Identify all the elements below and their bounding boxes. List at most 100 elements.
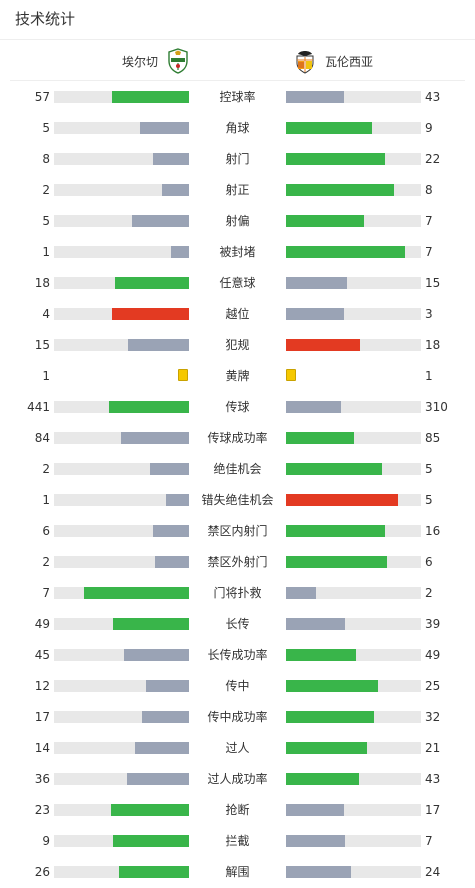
home-stat-bar-track bbox=[54, 401, 189, 413]
stat-label: 射正 bbox=[225, 183, 250, 197]
home-stat-value: 1 bbox=[42, 245, 50, 259]
away-stat-bar-track bbox=[286, 618, 421, 630]
home-stat-value: 2 bbox=[42, 555, 50, 569]
home-stat-bar-track bbox=[54, 556, 189, 568]
away-stat-bar bbox=[286, 215, 364, 227]
home-stat-bar-track bbox=[54, 618, 189, 630]
home-stat-value: 84 bbox=[34, 431, 50, 445]
stat-label: 门将扑救 bbox=[213, 586, 262, 600]
away-team[interactable]: 瓦伦西亚 bbox=[293, 41, 373, 81]
home-stat-bar bbox=[153, 525, 189, 537]
away-stat-value: 43 bbox=[425, 90, 441, 104]
home-stat-bar bbox=[153, 153, 189, 165]
home-stat-bar bbox=[150, 463, 189, 475]
home-stat-bar-track bbox=[54, 494, 189, 506]
away-stat-bar bbox=[286, 649, 356, 661]
home-stat-value: 2 bbox=[42, 462, 50, 476]
away-stat-value: 2 bbox=[425, 586, 433, 600]
away-stat-bar bbox=[286, 246, 405, 258]
home-stat-value: 26 bbox=[34, 865, 50, 879]
away-stat-value: 22 bbox=[425, 152, 441, 166]
page-title: 技术统计 bbox=[15, 10, 76, 28]
away-stat-bar bbox=[286, 680, 378, 692]
home-stat-bar-track bbox=[54, 742, 189, 754]
home-stat-bar bbox=[171, 246, 189, 258]
away-stat-bar bbox=[286, 308, 344, 320]
home-stat-bar-track bbox=[54, 835, 189, 847]
away-stat-bar-track bbox=[286, 432, 421, 444]
stat-label: 解围 bbox=[225, 865, 250, 879]
away-stat-bar-track bbox=[286, 308, 421, 320]
home-stat-bar-track bbox=[54, 277, 189, 289]
stat-label: 传中成功率 bbox=[207, 710, 268, 724]
home-stat-bar bbox=[84, 587, 189, 599]
away-stat-bar-track bbox=[286, 866, 421, 878]
home-stat-value: 5 bbox=[42, 121, 50, 135]
away-stat-bar-track bbox=[286, 91, 421, 103]
stat-label: 越位 bbox=[225, 307, 250, 321]
home-stat-value: 57 bbox=[34, 90, 50, 104]
home-stat-bar bbox=[113, 835, 189, 847]
away-stat-value: 24 bbox=[425, 865, 441, 879]
away-stat-bar bbox=[286, 804, 344, 816]
stat-row: 23 抢断 17 bbox=[0, 794, 475, 825]
stat-row: 441 传球 310 bbox=[0, 391, 475, 422]
stat-row: 1 被封堵 7 bbox=[0, 236, 475, 267]
home-stat-bar-track bbox=[54, 122, 189, 134]
stat-row: 2 射正 8 bbox=[0, 174, 475, 205]
stat-row: 17 传中成功率 32 bbox=[0, 701, 475, 732]
stat-label: 传中 bbox=[225, 679, 250, 693]
home-stat-value: 49 bbox=[34, 617, 50, 631]
away-stat-bar-track bbox=[286, 277, 421, 289]
home-stat-bar bbox=[112, 308, 189, 320]
home-stat-bar bbox=[115, 277, 189, 289]
away-stat-bar-track bbox=[286, 804, 421, 816]
away-stat-bar bbox=[286, 494, 398, 506]
away-stat-value: 7 bbox=[425, 245, 433, 259]
home-team-name: 埃尔切 bbox=[121, 54, 158, 69]
away-stat-bar-track bbox=[286, 153, 421, 165]
away-stat-value: 25 bbox=[425, 679, 441, 693]
stat-row: 14 过人 21 bbox=[0, 732, 475, 763]
home-stat-bar-track bbox=[54, 866, 189, 878]
away-stat-value: 6 bbox=[425, 555, 433, 569]
home-stat-bar-track bbox=[54, 680, 189, 692]
away-stat-bar bbox=[286, 91, 344, 103]
home-stat-bar bbox=[121, 432, 189, 444]
home-stat-value: 2 bbox=[42, 183, 50, 197]
stat-row: 5 角球 9 bbox=[0, 112, 475, 143]
stat-label: 长传成功率 bbox=[207, 648, 268, 662]
away-stat-bar bbox=[286, 711, 374, 723]
away-stat-bar-track bbox=[286, 680, 421, 692]
away-stat-bar-track bbox=[286, 122, 421, 134]
home-stat-bar-track bbox=[54, 91, 189, 103]
home-stat-bar-track bbox=[54, 432, 189, 444]
stat-row: 9 拦截 7 bbox=[0, 825, 475, 856]
stat-row: 4 越位 3 bbox=[0, 298, 475, 329]
stat-row: 26 解围 24 bbox=[0, 856, 475, 887]
stat-label: 射门 bbox=[225, 152, 250, 166]
home-stat-bar bbox=[135, 742, 189, 754]
home-team[interactable]: 埃尔切 bbox=[122, 41, 190, 81]
stat-row: 18 任意球 15 bbox=[0, 267, 475, 298]
home-stat-bar bbox=[109, 401, 189, 413]
home-stat-value: 9 bbox=[42, 834, 50, 848]
home-stat-value: 1 bbox=[42, 493, 50, 507]
header-bar: 技术统计 bbox=[0, 0, 475, 40]
home-stat-bar-track bbox=[54, 525, 189, 537]
home-stat-value: 4 bbox=[42, 307, 50, 321]
stat-row: 84 传球成功率 85 bbox=[0, 422, 475, 453]
stat-label: 控球率 bbox=[219, 90, 256, 104]
home-stat-value: 5 bbox=[42, 214, 50, 228]
stat-row: 36 过人成功率 43 bbox=[0, 763, 475, 794]
away-stat-value: 310 bbox=[425, 400, 448, 414]
away-stat-bar-track bbox=[286, 525, 421, 537]
away-stat-bar-track bbox=[286, 773, 421, 785]
away-stat-bar bbox=[286, 525, 385, 537]
stat-row: 1 黄牌 1 bbox=[0, 360, 475, 391]
away-stat-value: 17 bbox=[425, 803, 441, 817]
away-stat-bar-track bbox=[286, 401, 421, 413]
away-stat-value: 7 bbox=[425, 834, 433, 848]
away-stat-bar bbox=[286, 339, 360, 351]
away-stat-bar-track bbox=[286, 587, 421, 599]
